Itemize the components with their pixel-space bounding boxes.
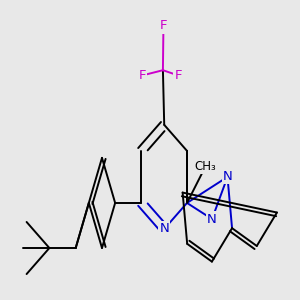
Text: CH₃: CH₃ (195, 160, 217, 172)
Text: F: F (160, 20, 167, 32)
Text: F: F (139, 69, 146, 82)
Text: N: N (159, 223, 169, 236)
Text: N: N (207, 212, 217, 226)
Text: N: N (223, 170, 232, 183)
Text: F: F (174, 69, 182, 82)
